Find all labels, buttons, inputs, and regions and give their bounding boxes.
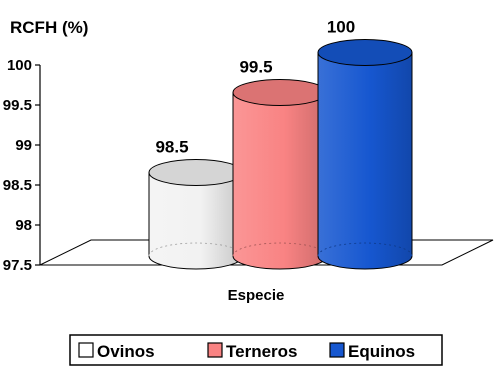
- y-axis: 97.5 98 98.5 99 99.5 100: [3, 57, 41, 274]
- legend: Ovinos Terneros Equinos: [69, 334, 443, 366]
- y-tick-label: 98: [15, 217, 32, 234]
- bar-terneros: 99.5: [232, 58, 328, 270]
- bar-body: [148, 172, 244, 270]
- data-label: 100: [327, 18, 355, 37]
- bar-body: [317, 52, 413, 270]
- bar-base-edge: [232, 242, 328, 257]
- bar-ovinos: 98.5: [148, 138, 244, 270]
- bar-top: [317, 39, 413, 66]
- x-axis-label: Especie: [228, 287, 285, 304]
- y-tick-label: 98.5: [3, 177, 32, 194]
- bars: 98.5 99.5 100: [148, 18, 413, 270]
- y-tick-label: 99: [15, 137, 32, 154]
- legend-swatch: [207, 342, 223, 358]
- legend-label: Equinos: [348, 342, 415, 361]
- y-tick-label: 99.5: [3, 97, 32, 114]
- legend-swatch: [329, 342, 345, 358]
- bar-base-edge: [148, 242, 244, 257]
- bar-body: [232, 92, 328, 270]
- y-tick-label: 97.5: [3, 257, 32, 274]
- bar-top: [148, 159, 244, 186]
- legend-swatch: [78, 342, 94, 358]
- data-label: 99.5: [239, 58, 272, 77]
- data-label: 98.5: [155, 138, 188, 157]
- legend-label: Ovinos: [97, 342, 155, 361]
- legend-box: [69, 334, 443, 366]
- legend-label: Terneros: [226, 342, 298, 361]
- bar-top: [232, 79, 328, 106]
- y-tick-label: 100: [7, 57, 32, 74]
- bar-equinos: 100: [317, 18, 413, 270]
- y-axis-label: RCFH (%): [10, 18, 88, 37]
- bar-base-edge: [317, 242, 413, 257]
